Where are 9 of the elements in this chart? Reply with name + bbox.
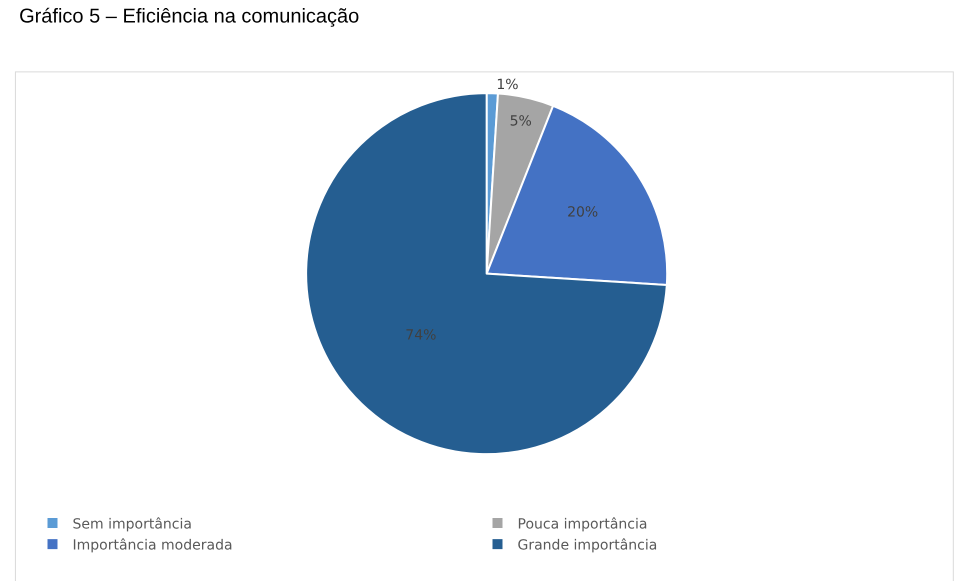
chart-title: Gráfico 5 – Eficiência na comunicação bbox=[19, 6, 360, 28]
data-label: 74% bbox=[405, 327, 436, 344]
data-label: 20% bbox=[567, 204, 598, 221]
legend-label: Pouca importância bbox=[518, 516, 648, 532]
legend-label: Importância moderada bbox=[72, 538, 233, 554]
legend-label: Sem importância bbox=[72, 516, 192, 532]
data-label: 1% bbox=[496, 77, 519, 94]
legend-label: Grande importância bbox=[518, 538, 658, 554]
data-label: 5% bbox=[510, 113, 532, 130]
